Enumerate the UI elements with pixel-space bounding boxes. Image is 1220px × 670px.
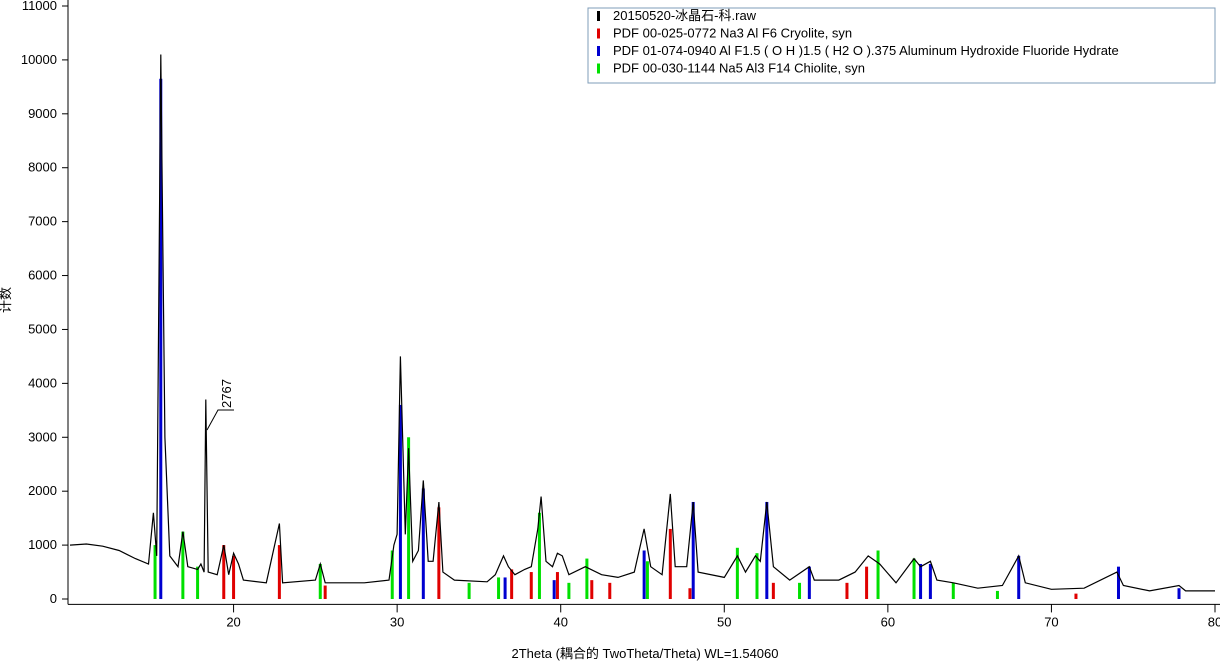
x-tick-label: 30	[390, 614, 404, 629]
stick	[467, 582, 471, 600]
stick	[390, 550, 394, 600]
stick	[318, 563, 322, 600]
legend-swatch	[597, 28, 600, 39]
annotation-leader	[206, 409, 234, 431]
stick	[421, 488, 425, 600]
x-tick-label: 80	[1208, 614, 1220, 629]
stick	[865, 566, 869, 600]
stick	[798, 582, 802, 600]
y-tick-label: 6000	[28, 268, 57, 283]
stick	[608, 582, 612, 600]
stick	[771, 582, 775, 600]
stick	[497, 577, 501, 600]
x-axis-label: 2Theta (耦合的 TwoTheta/Theta) WL=1.54060	[512, 646, 779, 661]
y-tick-label: 1000	[28, 537, 57, 552]
x-tick-label: 50	[717, 614, 731, 629]
stick	[876, 550, 880, 600]
stick	[590, 580, 594, 600]
stick	[1017, 555, 1021, 600]
stick	[951, 582, 955, 600]
stick	[398, 404, 402, 600]
y-tick-label: 0	[50, 591, 57, 606]
pattern-line	[69, 54, 1215, 592]
stick	[552, 580, 556, 600]
stick	[928, 563, 932, 600]
stick	[232, 555, 236, 600]
stick	[510, 569, 514, 600]
stick	[668, 528, 672, 600]
legend-swatch	[597, 46, 600, 56]
stick	[529, 572, 533, 600]
stick	[437, 507, 441, 600]
stick	[642, 550, 646, 600]
x-tick-label: 70	[1044, 614, 1058, 629]
stick	[153, 545, 157, 600]
stick	[1116, 566, 1120, 600]
stick	[159, 78, 163, 600]
stick	[691, 501, 695, 600]
y-tick-label: 7000	[28, 214, 57, 229]
stick	[503, 577, 507, 600]
y-tick-label: 2000	[28, 483, 57, 498]
stick	[688, 588, 692, 600]
x-tick-label: 60	[881, 614, 895, 629]
y-tick-label: 4000	[28, 375, 57, 390]
stick	[567, 582, 571, 600]
stick	[912, 558, 916, 600]
stick	[1177, 588, 1181, 600]
y-tick-label: 9000	[28, 106, 57, 121]
stick	[181, 531, 185, 600]
legend-label: PDF 00-030-1144 Na5 Al3 F14 Chiolite, sy…	[613, 61, 865, 76]
stick	[537, 512, 541, 600]
stick	[735, 547, 739, 600]
legend-label: PDF 00-025-0772 Na3 Al F6 Cryolite, syn	[613, 26, 852, 41]
legend-label: PDF 01-074-0940 Al F1.5 ( O H )1.5 ( H2 …	[613, 43, 1119, 58]
stick	[196, 566, 200, 600]
legend-swatch	[597, 11, 600, 21]
stick	[323, 585, 327, 600]
y-tick-label: 11000	[22, 0, 57, 13]
stick	[555, 572, 559, 600]
stick	[1074, 593, 1078, 600]
x-tick-label: 40	[553, 614, 567, 629]
y-tick-label: 5000	[28, 321, 57, 336]
stick	[807, 566, 811, 600]
x-tick-label: 20	[226, 614, 240, 629]
stick	[585, 558, 589, 600]
stick	[995, 590, 999, 600]
stick	[645, 561, 649, 600]
annotation: 2767	[219, 379, 234, 408]
stick	[765, 501, 769, 600]
stick	[277, 545, 281, 600]
stick	[222, 545, 226, 600]
y-tick-label: 10000	[21, 52, 57, 67]
stick	[755, 553, 759, 600]
y-axis-label: 计数	[0, 287, 13, 313]
legend-swatch	[597, 63, 600, 74]
stick	[407, 437, 411, 600]
legend-label: 20150520-冰晶石-科.raw	[613, 8, 757, 23]
y-tick-label: 8000	[28, 160, 57, 175]
y-tick-label: 3000	[28, 429, 57, 444]
stick	[845, 582, 849, 600]
stick	[919, 563, 923, 600]
legend-box	[587, 7, 1216, 84]
